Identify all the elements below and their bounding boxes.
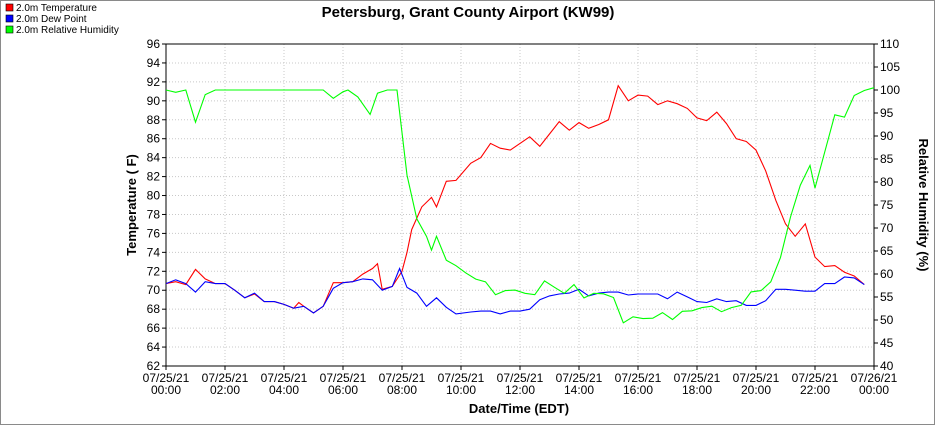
y2-tick-label: 45 xyxy=(880,336,894,350)
y2-tick-label: 50 xyxy=(880,313,894,327)
x-tick-time: 04:00 xyxy=(269,383,299,397)
x-tick-label: 07/25/21 02:00 xyxy=(202,371,249,397)
y-tick-label: 92 xyxy=(147,75,161,89)
y-tick-label: 74 xyxy=(147,245,161,259)
x-tick-time: 00:00 xyxy=(859,383,889,397)
y2-tick-label: 95 xyxy=(880,106,894,120)
legend-swatch xyxy=(5,25,14,34)
y-tick-label: 86 xyxy=(147,132,161,146)
x-axis-title: Date/Time (EDT) xyxy=(469,401,569,416)
right-y-ticks: 40 45 50 55 60 65 70 75 80 85 90 95 100 105 110 xyxy=(874,37,900,373)
x-tick-date: 07/25/21 xyxy=(497,371,544,385)
y-tick-label: 70 xyxy=(147,283,161,297)
y-tick-label: 80 xyxy=(147,189,161,203)
y-axis-title: Temperature ( F) xyxy=(124,154,139,256)
x-tick-label: 07/25/21 16:00 xyxy=(615,371,662,397)
x-tick-label: 07/25/21 06:00 xyxy=(320,371,367,397)
legend-label: 2.0m Temperature xyxy=(16,3,97,14)
y-tick-label: 90 xyxy=(147,94,161,108)
x-tick-time: 22:00 xyxy=(800,383,830,397)
x-tick-time: 06:00 xyxy=(328,383,358,397)
x-tick-time: 08:00 xyxy=(387,383,417,397)
x-tick-time: 18:00 xyxy=(682,383,712,397)
x-tick-label: 07/25/21 00:00 xyxy=(143,371,190,397)
x-tick-time: 10:00 xyxy=(446,383,476,397)
y-tick-label: 76 xyxy=(147,226,161,240)
series-line-0 xyxy=(165,84,865,314)
y2-tick-label: 75 xyxy=(880,198,894,212)
x-tick-label: 07/25/21 22:00 xyxy=(792,371,839,397)
series-line-2 xyxy=(165,87,875,324)
x-tick-date: 07/25/21 xyxy=(143,371,190,385)
x-tick-date: 07/25/21 xyxy=(320,371,367,385)
x-tick-date: 07/25/21 xyxy=(792,371,839,385)
y-tick-label: 78 xyxy=(147,207,161,221)
y2-tick-label: 60 xyxy=(880,267,894,281)
x-tick-time: 14:00 xyxy=(564,383,594,397)
y-tick-label: 66 xyxy=(147,321,161,335)
y2-tick-label: 110 xyxy=(880,37,899,51)
x-tick-date: 07/26/21 xyxy=(851,371,898,385)
legend-label: 2.0m Dew Point xyxy=(16,14,87,25)
x-tick-date: 07/25/21 xyxy=(379,371,426,385)
y-tick-label: 88 xyxy=(147,113,161,127)
x-tick-date: 07/25/21 xyxy=(556,371,603,385)
legend-swatch xyxy=(5,14,14,23)
legend-label: 2.0m Relative Humidity xyxy=(16,25,119,36)
y-tick-label: 72 xyxy=(147,264,161,278)
y-tick-label: 94 xyxy=(147,56,161,70)
grid xyxy=(166,43,874,367)
x-tick-label: 07/25/21 12:00 xyxy=(497,371,544,397)
x-tick-time: 02:00 xyxy=(210,383,240,397)
y-tick-label: 84 xyxy=(147,151,161,165)
y2-tick-label: 105 xyxy=(880,60,900,74)
y2-tick-label: 80 xyxy=(880,175,894,189)
y2-tick-label: 55 xyxy=(880,290,894,304)
x-tick-label: 07/25/21 10:00 xyxy=(438,371,485,397)
y2-axis-title: Relative Humidity (%) xyxy=(916,139,931,272)
x-tick-date: 07/25/21 xyxy=(438,371,485,385)
y2-tick-label: 100 xyxy=(880,83,900,97)
x-tick-date: 07/25/21 xyxy=(261,371,308,385)
y-tick-label: 96 xyxy=(147,37,161,51)
chart-title: Petersburg, Grant County Airport (KW99) xyxy=(322,4,615,21)
y-tick-label: 68 xyxy=(147,302,161,316)
series-line-1 xyxy=(165,267,865,315)
series-lines xyxy=(165,84,875,324)
x-tick-label: 07/26/21 00:00 xyxy=(851,371,898,397)
x-tick-date: 07/25/21 xyxy=(733,371,780,385)
left-y-ticks: 62 64 66 68 70 72 74 76 78 80 82 84 86 88 90 92 94 96 xyxy=(147,37,166,373)
x-tick-date: 07/25/21 xyxy=(674,371,721,385)
y2-tick-label: 65 xyxy=(880,244,894,258)
x-tick-label: 07/25/21 20:00 xyxy=(733,371,780,397)
x-tick-date: 07/25/21 xyxy=(202,371,249,385)
x-tick-label: 07/25/21 14:00 xyxy=(556,371,603,397)
y2-tick-label: 85 xyxy=(880,152,894,166)
x-tick-date: 07/25/21 xyxy=(615,371,662,385)
x-tick-time: 12:00 xyxy=(505,383,535,397)
y2-tick-label: 40 xyxy=(880,359,894,373)
x-tick-time: 00:00 xyxy=(151,383,181,397)
x-tick-label: 07/25/21 18:00 xyxy=(674,371,721,397)
x-tick-time: 16:00 xyxy=(623,383,653,397)
y-tick-label: 62 xyxy=(147,359,161,373)
legend-swatch xyxy=(5,3,14,12)
x-tick-time: 20:00 xyxy=(741,383,771,397)
y2-tick-label: 70 xyxy=(880,221,894,235)
y-tick-label: 64 xyxy=(147,340,161,354)
y-tick-label: 82 xyxy=(147,170,161,184)
y2-tick-label: 90 xyxy=(880,129,894,143)
x-tick-label: 07/25/21 08:00 xyxy=(379,371,426,397)
x-tick-label: 07/25/21 04:00 xyxy=(261,371,308,397)
